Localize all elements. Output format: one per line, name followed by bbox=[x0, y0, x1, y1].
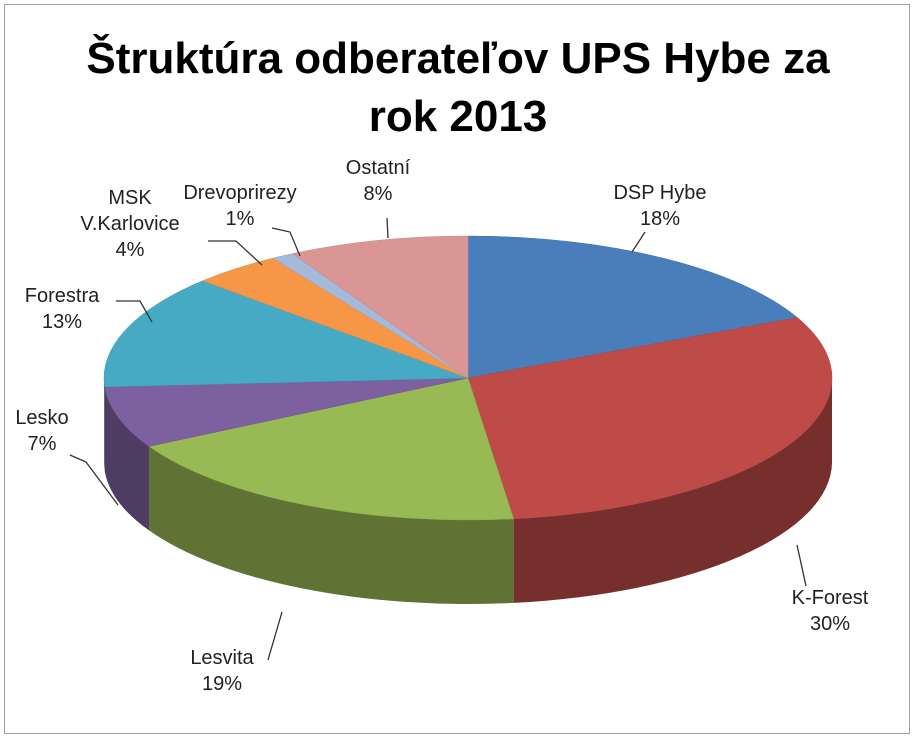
pie-slice bbox=[292, 235, 469, 379]
value-label: 1% bbox=[225, 208, 255, 230]
leader-line bbox=[631, 231, 646, 253]
category-label: Lesko bbox=[15, 407, 69, 429]
data-label: DSP Hybe 18% bbox=[613, 180, 706, 232]
value-label: 30% bbox=[809, 613, 851, 635]
category-label: DSP Hybe bbox=[613, 182, 707, 204]
leader-line bbox=[208, 240, 263, 266]
category-label: Ostatní bbox=[345, 157, 411, 179]
pie-slice bbox=[103, 280, 469, 388]
category-label: K-Forest bbox=[791, 587, 869, 609]
leader-line bbox=[796, 544, 807, 587]
data-label: Lesvita 19% bbox=[190, 645, 253, 697]
pie-side bbox=[104, 378, 105, 471]
data-label: K-Forest 30% bbox=[792, 585, 869, 637]
data-label: Lesko 7% bbox=[15, 405, 68, 457]
data-label: MSK V.Karlovice 4% bbox=[70, 185, 190, 263]
leader-line bbox=[116, 300, 153, 323]
category-label: Drevoprirezy bbox=[183, 182, 297, 204]
value-label: 19% bbox=[201, 673, 243, 695]
pie-slice bbox=[104, 377, 469, 447]
category-label: Lesvita bbox=[190, 647, 254, 669]
pie-slice bbox=[148, 377, 514, 521]
leader-line bbox=[69, 454, 119, 506]
leader-line bbox=[267, 611, 283, 661]
data-label: Drevoprirezy 1% bbox=[183, 180, 296, 232]
leader-line bbox=[386, 217, 389, 239]
value-label: 18% bbox=[639, 208, 681, 230]
data-label: Ostatní 8% bbox=[346, 155, 410, 207]
value-label: 8% bbox=[363, 183, 393, 205]
leader-line bbox=[271, 227, 301, 257]
pie-slice bbox=[467, 235, 798, 379]
pie-side bbox=[513, 378, 833, 603]
chart-title: Štruktúra odberateľov UPS Hybe za rok 20… bbox=[86, 34, 830, 141]
pie-side bbox=[104, 386, 150, 531]
pie-side bbox=[149, 446, 514, 604]
value-label: 7% bbox=[27, 433, 57, 455]
value-label: 4% bbox=[115, 239, 145, 261]
value-label: 13% bbox=[41, 311, 83, 333]
category-label: MSK V.Karlovice bbox=[80, 187, 180, 235]
category-label: Forestra bbox=[24, 285, 100, 307]
data-label: Forestra 13% bbox=[25, 283, 99, 335]
chart-frame bbox=[4, 4, 910, 734]
pie-slice bbox=[467, 317, 833, 520]
